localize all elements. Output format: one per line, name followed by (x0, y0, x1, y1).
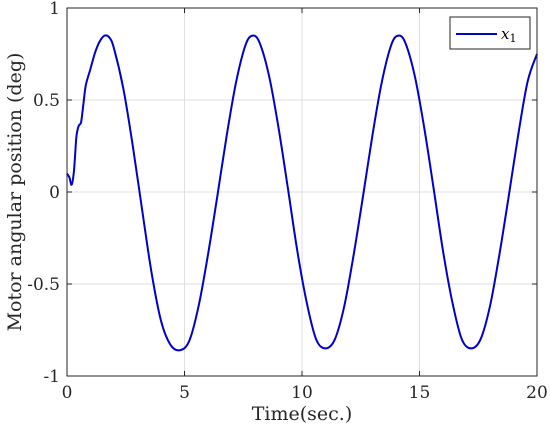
legend-label-main: x (501, 25, 510, 43)
x-tick-label: 5 (179, 383, 190, 403)
tick-labels: 0 5 10 15 20 -1 -0.5 0 0.5 1 (27, 0, 548, 403)
series-layer (66, 34, 538, 352)
y-tick-label: -1 (43, 367, 60, 387)
x-tick-label: 15 (409, 383, 431, 403)
x-axis-label: Time(sec.) (252, 403, 353, 425)
grid-lines (66, 7, 538, 377)
x-tick-label: 10 (291, 383, 313, 403)
legend: x1 (449, 16, 531, 50)
y-tick-label: 0.5 (33, 91, 60, 111)
axis-ticks (66, 7, 538, 377)
y-axis-label: Motor angular position (deg) (4, 53, 26, 332)
legend-label-subscript: 1 (509, 32, 516, 45)
series-line-x1 (66, 34, 538, 352)
y-tick-label: 0 (49, 183, 60, 203)
x-tick-label: 0 (62, 383, 73, 403)
y-tick-label: 1 (49, 0, 60, 19)
y-tick-label: -0.5 (27, 275, 60, 295)
legend-label: x1 (501, 25, 516, 45)
x-tick-label: 20 (526, 383, 548, 403)
